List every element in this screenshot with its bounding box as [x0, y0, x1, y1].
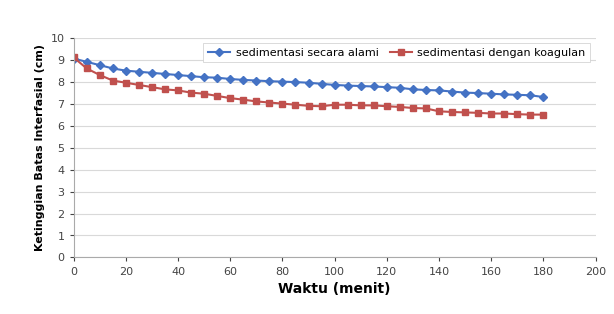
sedimentasi secara alami [214, 76, 221, 79]
sedimentasi dengan koagulan [292, 103, 299, 106]
sedimentasi dengan koagulan [527, 113, 534, 116]
sedimentasi secara alami [109, 67, 117, 70]
sedimentasi dengan koagulan [70, 56, 77, 59]
sedimentasi secara alami [370, 84, 378, 88]
sedimentasi secara alami [279, 80, 286, 84]
sedimentasi secara alami [410, 87, 417, 91]
sedimentasi secara alami [475, 91, 482, 95]
sedimentasi dengan koagulan [435, 109, 443, 113]
sedimentasi secara alami [500, 93, 508, 96]
sedimentasi secara alami [122, 69, 130, 73]
sedimentasi secara alami [396, 86, 403, 90]
sedimentasi secara alami [187, 74, 195, 78]
sedimentasi secara alami [149, 71, 156, 75]
X-axis label: Waktu (menit): Waktu (menit) [278, 282, 391, 296]
sedimentasi secara alami [305, 81, 313, 84]
sedimentasi dengan koagulan [161, 87, 169, 91]
sedimentasi secara alami [448, 89, 456, 93]
sedimentasi secara alami [96, 63, 103, 67]
sedimentasi secara alami [200, 75, 208, 79]
sedimentasi dengan koagulan [383, 104, 391, 108]
sedimentasi dengan koagulan [370, 104, 378, 107]
sedimentasi dengan koagulan [149, 85, 156, 89]
sedimentasi secara alami [344, 84, 351, 88]
sedimentasi dengan koagulan [540, 113, 547, 116]
sedimentasi dengan koagulan [214, 94, 221, 98]
sedimentasi dengan koagulan [187, 91, 195, 95]
sedimentasi dengan koagulan [83, 67, 90, 70]
sedimentasi dengan koagulan [331, 103, 338, 106]
sedimentasi secara alami [318, 82, 325, 86]
sedimentasi dengan koagulan [357, 104, 365, 107]
sedimentasi secara alami [70, 57, 77, 60]
sedimentasi secara alami [383, 85, 391, 89]
sedimentasi secara alami [135, 70, 142, 73]
sedimentasi dengan koagulan [253, 100, 260, 103]
sedimentasi dengan koagulan [462, 111, 469, 114]
sedimentasi secara alami [513, 93, 521, 97]
sedimentasi dengan koagulan [410, 106, 417, 110]
sedimentasi secara alami [227, 77, 234, 81]
sedimentasi secara alami [435, 89, 443, 92]
sedimentasi secara alami [83, 60, 90, 64]
Y-axis label: Ketinggian Batas Interfasial (cm): Ketinggian Batas Interfasial (cm) [35, 44, 45, 251]
sedimentasi dengan koagulan [122, 81, 130, 84]
sedimentasi dengan koagulan [500, 111, 508, 115]
sedimentasi dengan koagulan [475, 111, 482, 115]
sedimentasi secara alami [540, 95, 547, 99]
sedimentasi dengan koagulan [305, 104, 313, 108]
sedimentasi dengan koagulan [448, 110, 456, 114]
sedimentasi secara alami [253, 78, 260, 82]
sedimentasi dengan koagulan [96, 73, 103, 77]
sedimentasi dengan koagulan [135, 83, 142, 87]
sedimentasi dengan koagulan [396, 105, 403, 109]
sedimentasi dengan koagulan [227, 96, 234, 100]
sedimentasi secara alami [527, 93, 534, 97]
sedimentasi secara alami [239, 78, 247, 82]
sedimentasi dengan koagulan [279, 102, 286, 106]
sedimentasi secara alami [161, 72, 169, 76]
sedimentasi dengan koagulan [174, 89, 182, 92]
Legend: sedimentasi secara alami, sedimentasi dengan koagulan: sedimentasi secara alami, sedimentasi de… [203, 43, 590, 62]
sedimentasi dengan koagulan [200, 92, 208, 95]
sedimentasi secara alami [174, 73, 182, 77]
sedimentasi dengan koagulan [344, 103, 351, 106]
sedimentasi secara alami [331, 83, 338, 87]
sedimentasi dengan koagulan [422, 106, 430, 110]
Line: sedimentasi dengan koagulan: sedimentasi dengan koagulan [71, 55, 546, 117]
sedimentasi dengan koagulan [266, 100, 273, 104]
sedimentasi dengan koagulan [109, 78, 117, 82]
sedimentasi secara alami [488, 92, 495, 95]
sedimentasi secara alami [462, 91, 469, 95]
sedimentasi secara alami [292, 80, 299, 84]
sedimentasi dengan koagulan [488, 111, 495, 115]
Line: sedimentasi secara alami: sedimentasi secara alami [71, 56, 546, 100]
sedimentasi secara alami [422, 88, 430, 92]
sedimentasi dengan koagulan [239, 98, 247, 101]
sedimentasi secara alami [357, 84, 365, 88]
sedimentasi dengan koagulan [318, 104, 325, 108]
sedimentasi secara alami [266, 79, 273, 83]
sedimentasi dengan koagulan [513, 112, 521, 116]
